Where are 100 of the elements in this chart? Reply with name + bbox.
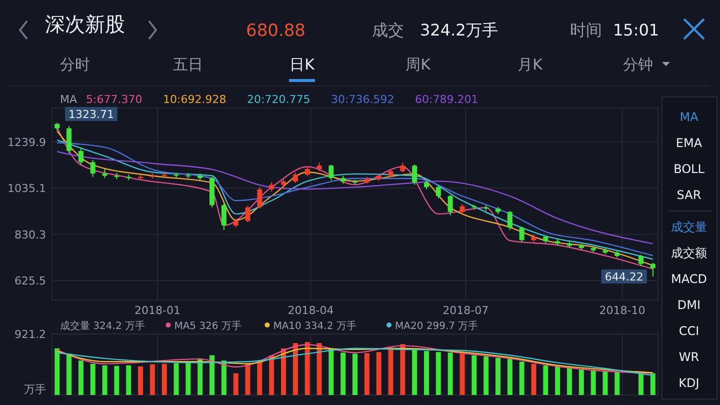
text: 成交 <box>372 20 404 40</box>
text: 深次新股 <box>45 12 125 36</box>
bar <box>638 372 644 395</box>
text: EMA <box>676 136 703 150</box>
bar <box>650 373 656 395</box>
candlestick <box>460 204 465 214</box>
bar <box>210 355 215 395</box>
text: 15:01 <box>613 20 660 40</box>
candlestick <box>328 164 334 181</box>
bar <box>328 348 334 395</box>
text: 分钟 <box>623 55 653 74</box>
y-tick-label: 1035.1 <box>8 182 46 196</box>
text: WR <box>678 350 700 364</box>
text: 20:720.775 <box>247 93 310 106</box>
y-tick-label: 830.3 <box>14 228 46 242</box>
legend-label: MA10 334.2 万手 <box>273 320 356 332</box>
candlestick <box>292 172 298 184</box>
text: 周K <box>406 55 432 74</box>
annotation: 644.22 <box>604 270 644 284</box>
bar <box>257 360 262 395</box>
legend-title: MA <box>60 93 78 106</box>
bar <box>233 373 238 395</box>
bar <box>448 352 453 395</box>
bar <box>90 364 96 395</box>
text: 60:789.201 <box>415 93 478 106</box>
candlestick <box>304 166 310 177</box>
bar <box>269 355 274 395</box>
bar <box>114 366 120 395</box>
bar <box>66 354 72 395</box>
bar <box>198 358 203 395</box>
bar <box>364 353 370 395</box>
bar <box>78 360 84 395</box>
bar <box>102 365 108 395</box>
candlestick <box>66 126 72 154</box>
candlestick <box>269 182 274 192</box>
text: BOLL <box>674 162 705 176</box>
bar <box>162 364 167 395</box>
candlestick <box>245 205 250 223</box>
bar <box>484 356 489 395</box>
bar <box>436 352 441 395</box>
y-tick-label: 625.5 <box>14 274 46 288</box>
candlestick <box>519 226 524 243</box>
bar <box>54 348 60 395</box>
bar <box>412 348 418 395</box>
text: MA <box>680 110 700 124</box>
candlestick <box>507 210 512 230</box>
text: 324.2万手 <box>420 20 498 40</box>
candlestick <box>78 147 84 165</box>
bar <box>281 348 286 395</box>
text: KDJ <box>678 376 700 390</box>
text: 30:736.592 <box>331 93 394 106</box>
bar <box>340 352 346 395</box>
text: 680.88 <box>246 20 306 41</box>
y-tick-label: 1239.9 <box>8 136 46 149</box>
text: 日K <box>290 55 316 74</box>
bar <box>388 347 394 395</box>
bar <box>292 343 298 395</box>
bar <box>245 364 250 395</box>
bar <box>126 365 132 395</box>
text: 5:677.370 <box>86 93 142 106</box>
bar <box>150 364 155 395</box>
bar <box>304 342 310 395</box>
legend-label: MA20 299.7 万手 <box>395 320 478 332</box>
text: DMI <box>677 298 701 312</box>
bar <box>495 358 500 395</box>
bar <box>614 372 620 395</box>
text: 月K <box>518 55 544 74</box>
candlestick <box>221 202 226 230</box>
bar <box>578 368 584 395</box>
text: 分时 <box>60 55 90 74</box>
bar <box>460 354 465 395</box>
candlestick <box>257 186 262 210</box>
x-tick-label: 2018-04 <box>288 304 334 317</box>
x-tick-label: 2018-07 <box>442 304 489 317</box>
text: 成交额 <box>671 246 707 260</box>
legend-label: MA5 326 万手 <box>174 320 242 332</box>
text: SAR <box>676 188 702 202</box>
candlestick <box>436 184 441 199</box>
bar <box>555 366 560 395</box>
bar <box>424 351 429 395</box>
candlestick <box>90 159 96 178</box>
y-axis-title: 万手 <box>24 383 46 396</box>
candlestick <box>400 162 406 173</box>
text: 时间 <box>570 20 602 40</box>
candlestick <box>412 164 418 186</box>
bar <box>221 360 226 395</box>
bar <box>566 366 572 395</box>
bar <box>531 364 536 395</box>
text: 921.2 <box>14 328 46 341</box>
annotation: 1323.71 <box>68 108 114 121</box>
bar <box>543 365 548 395</box>
text: MACD <box>671 272 707 286</box>
bar <box>138 366 144 395</box>
bar <box>316 343 322 395</box>
candlestick <box>650 262 656 277</box>
text: CCI <box>678 324 700 338</box>
bar <box>519 362 524 395</box>
x-tick-label: 2018-01 <box>134 304 181 317</box>
text: 成交量 <box>671 220 707 234</box>
bar <box>352 354 358 395</box>
